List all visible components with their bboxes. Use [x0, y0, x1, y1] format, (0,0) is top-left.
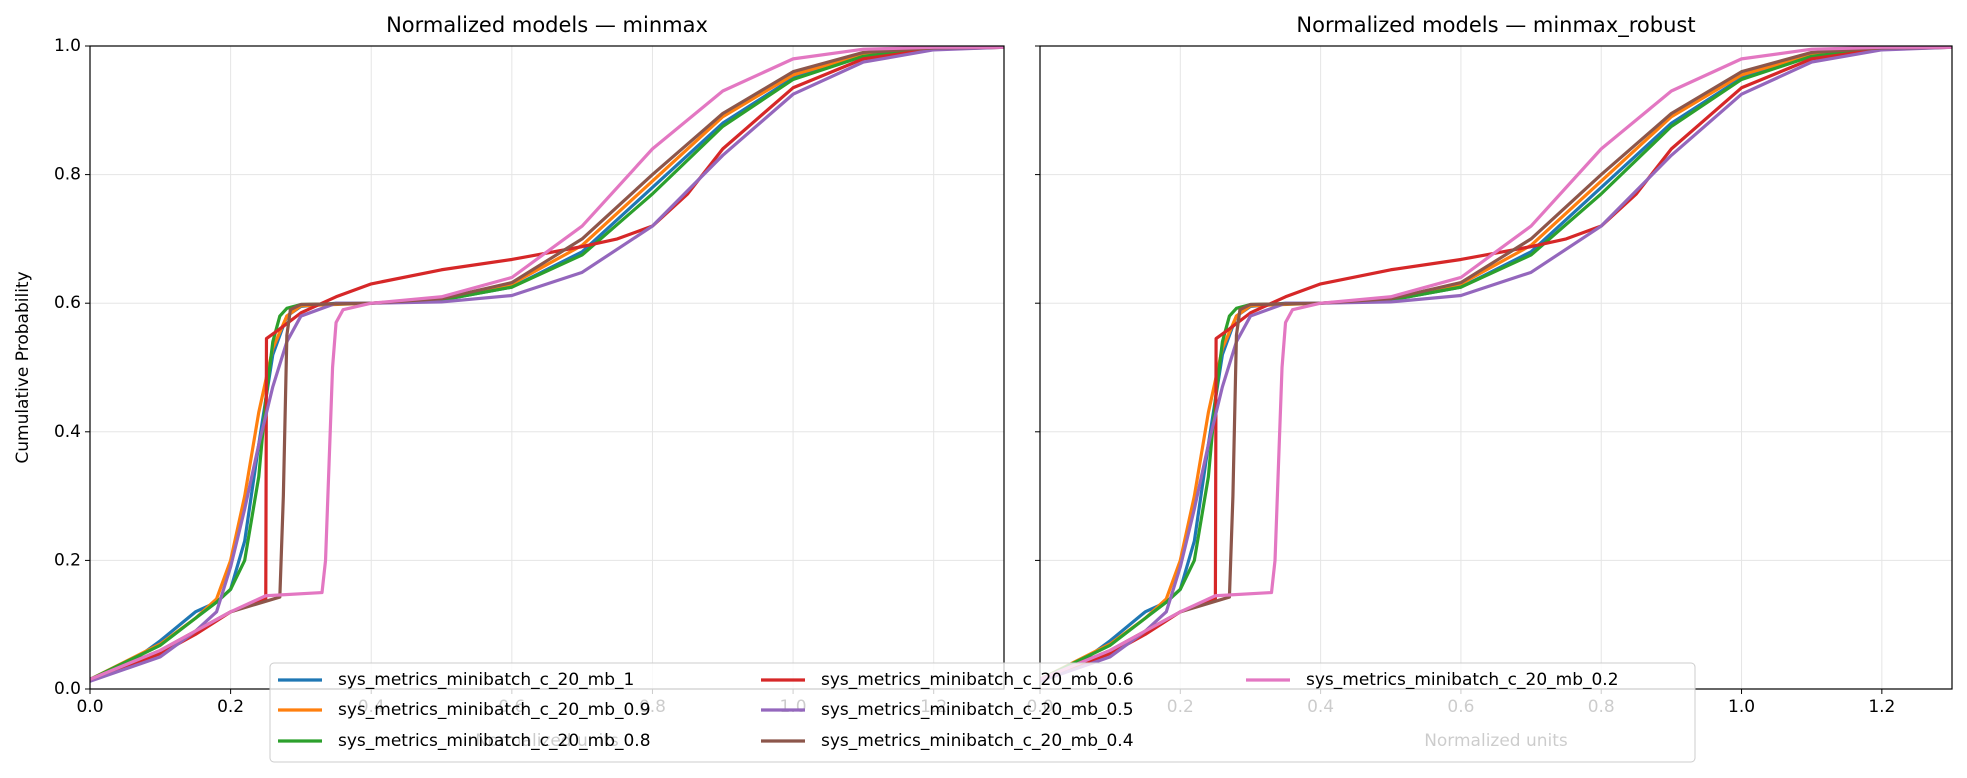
y-axis-label: Cumulative Probability	[13, 271, 33, 463]
legend-label: sys_metrics_minibatch_c_20_mb_1	[338, 670, 634, 690]
series-line	[1040, 45, 1952, 681]
legend: sys_metrics_minibatch_c_20_mb_1 sys_metri…	[269, 662, 1696, 763]
legend-label: sys_metrics_minibatch_c_20_mb_0.9	[338, 700, 651, 720]
series-line	[90, 45, 1004, 681]
series-line	[90, 45, 1004, 681]
series-line	[1040, 45, 1952, 683]
legend-label: sys_metrics_minibatch_c_20_mb_0.8	[338, 731, 651, 751]
series-line	[1040, 45, 1952, 681]
chart-title: Normalized models — minmax_robust	[1296, 13, 1695, 38]
y-tick-label: 0.8	[54, 165, 81, 185]
series-line	[1040, 45, 1952, 681]
x-tick-label: 0.0	[76, 697, 103, 717]
y-tick-label: 0.0	[54, 679, 81, 699]
series-line	[1040, 45, 1952, 681]
series-line	[1040, 45, 1952, 681]
y-tick-label: 0.6	[54, 293, 81, 313]
legend-label: sys_metrics_minibatch_c_20_mb_0.4	[821, 731, 1134, 751]
legend-label: sys_metrics_minibatch_c_20_mb_0.2	[1306, 670, 1619, 690]
legend-frame	[269, 662, 1696, 763]
series-line	[1040, 45, 1952, 681]
series-line	[90, 45, 1004, 681]
x-tick-label: 1.2	[1868, 697, 1895, 717]
x-tick-label: 1.0	[1728, 697, 1755, 717]
y-tick-label: 0.2	[54, 550, 81, 570]
series-line	[90, 45, 1004, 681]
y-tick-label: 0.4	[54, 422, 81, 442]
series-line	[90, 45, 1004, 681]
series-line	[90, 45, 1004, 681]
legend-label: sys_metrics_minibatch_c_20_mb_0.5	[821, 700, 1134, 720]
y-tick-label: 1.0	[54, 36, 81, 56]
x-tick-label: 0.2	[217, 697, 244, 717]
legend-label: sys_metrics_minibatch_c_20_mb_0.6	[821, 670, 1134, 690]
chart-title: Normalized models — minmax	[386, 13, 708, 37]
series-line	[90, 45, 1004, 683]
